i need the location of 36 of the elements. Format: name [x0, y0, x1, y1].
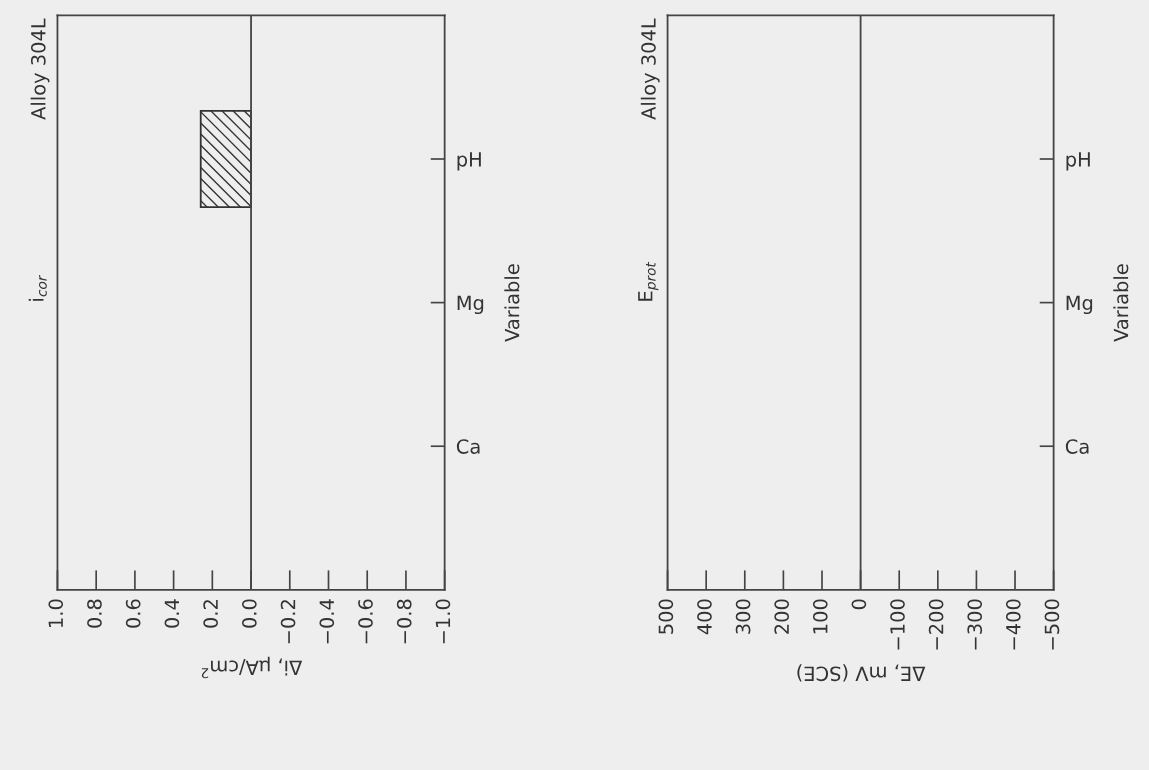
- x-tick-label: 500: [658, 599, 674, 634]
- x-tick-label: −0.4: [319, 599, 335, 644]
- x-tick-label: −400: [1005, 599, 1021, 650]
- x-tick-label: 0.4: [164, 599, 180, 628]
- x-axis-title: ΔE, mV (SCE): [797, 664, 926, 682]
- x-tick-label: 0: [851, 599, 867, 610]
- x-tick-label: −500: [1044, 599, 1060, 650]
- y-tick-label: pH: [457, 152, 481, 171]
- x-tick-label: 300: [735, 599, 751, 634]
- text: Alloy 304L: [640, 18, 660, 120]
- x-tick-label: −200: [928, 599, 944, 650]
- text: Alloy 304L: [30, 18, 50, 120]
- x-tick-label: −0.6: [358, 599, 373, 644]
- y-axis-title: Variable: [1113, 264, 1129, 342]
- x-tick-label: 400: [697, 599, 712, 635]
- y-tick-label: Ca: [1065, 439, 1089, 454]
- text: E$_{prot}$: [638, 261, 659, 301]
- x-tick-label: 200: [774, 599, 790, 634]
- x-tick-label: −0.2: [280, 600, 296, 644]
- x-axis-title: Δi, µA/cm$^{2}$: [201, 656, 303, 679]
- text: i$_{cor}$: [28, 274, 47, 301]
- y-tick-label: Ca: [456, 439, 480, 454]
- y-axis-title: Variable: [504, 264, 520, 342]
- x-tick-label: −300: [967, 599, 983, 650]
- x-tick-label: −100: [890, 599, 905, 650]
- x-tick-label: 1.0: [48, 599, 64, 627]
- y-tick-label: pH: [1066, 152, 1090, 171]
- x-tick-label: 0.8: [87, 599, 102, 628]
- x-tick-label: 0.0: [241, 599, 257, 628]
- x-tick-label: 100: [812, 599, 828, 634]
- y-tick-label: Mg: [457, 295, 484, 315]
- x-tick-label: 0.2: [203, 600, 218, 628]
- x-tick-label: −0.8: [396, 599, 412, 644]
- x-tick-label: −1.0: [435, 599, 451, 644]
- y-tick-label: Mg: [1066, 295, 1093, 315]
- x-tick-label: 0.6: [125, 599, 141, 628]
